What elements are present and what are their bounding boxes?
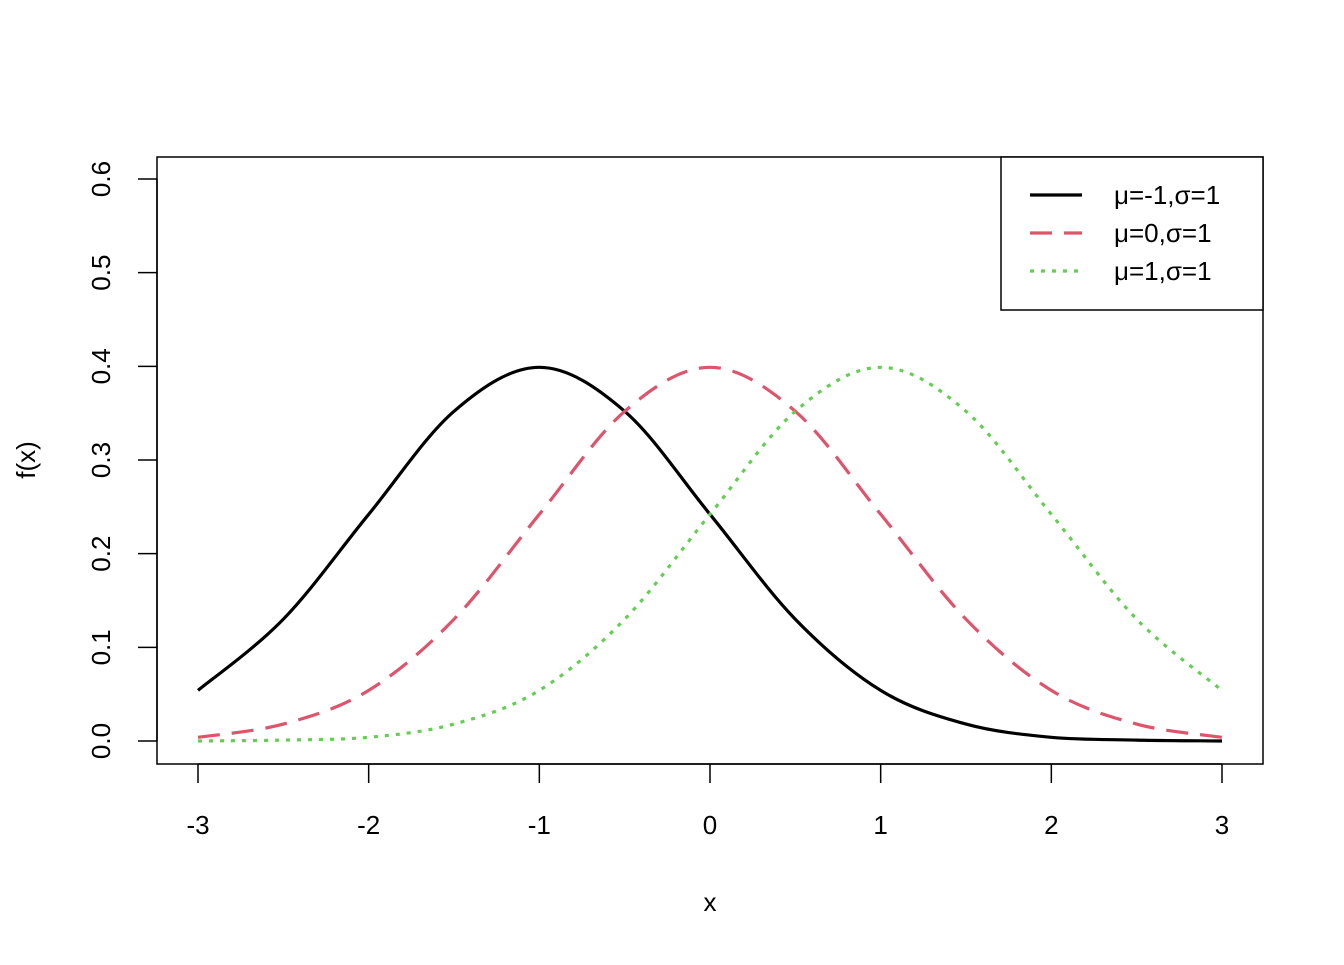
x-axis: -3 -2 -1 0 1 2 3 bbox=[186, 763, 1229, 840]
series-line-3 bbox=[197, 365, 1224, 743]
x-tick-label: 0 bbox=[703, 810, 717, 840]
y-tick-label: 0.1 bbox=[86, 629, 116, 665]
y-tick-label: 0.6 bbox=[86, 161, 116, 197]
series-line-1 bbox=[196, 365, 1223, 743]
y-axis-title: f(x) bbox=[11, 441, 41, 479]
x-tick-label: 2 bbox=[1044, 810, 1058, 840]
legend: μ=-1,σ=1 μ=0,σ=1 μ=1,σ=1 bbox=[1000, 156, 1264, 311]
x-tick-label: -3 bbox=[186, 810, 209, 840]
legend-label-3: μ=1,σ=1 bbox=[1114, 256, 1212, 286]
series-layer bbox=[196, 365, 1224, 743]
y-tick-label: 0.3 bbox=[86, 442, 116, 478]
y-tick-label: 0.4 bbox=[86, 348, 116, 384]
legend-label-1: μ=-1,σ=1 bbox=[1114, 180, 1220, 210]
legend-label-2: μ=0,σ=1 bbox=[1114, 218, 1212, 248]
y-axis: 0.0 0.1 0.2 0.3 0.4 0.5 0.6 bbox=[86, 161, 158, 759]
x-tick-label: 1 bbox=[873, 810, 887, 840]
y-tick-label: 0.5 bbox=[86, 255, 116, 291]
x-tick-label: 3 bbox=[1215, 810, 1229, 840]
y-tick-label: 0.0 bbox=[86, 723, 116, 759]
x-tick-label: -1 bbox=[528, 810, 551, 840]
y-tick-label: 0.2 bbox=[86, 536, 116, 572]
x-tick-label: -2 bbox=[357, 810, 380, 840]
x-axis-title: x bbox=[704, 887, 717, 917]
series-line-2 bbox=[197, 365, 1223, 739]
